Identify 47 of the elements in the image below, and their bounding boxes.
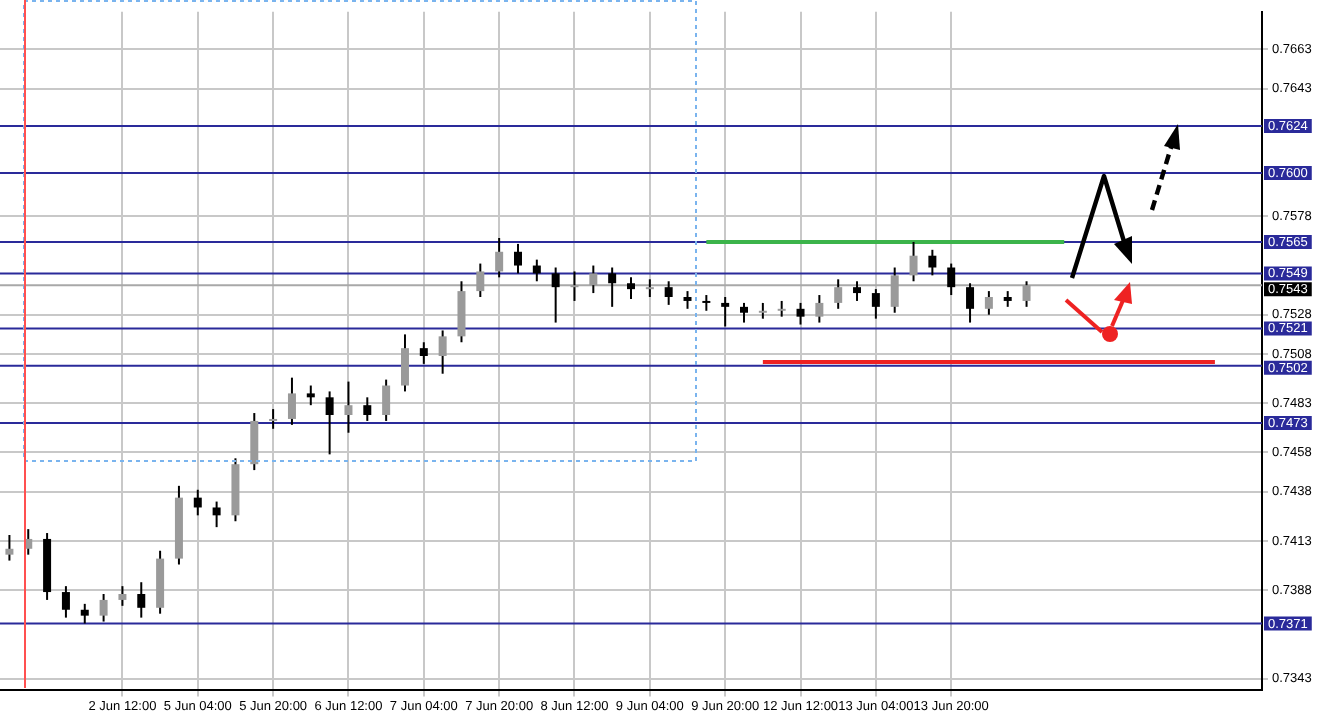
candlestick [702, 294, 711, 312]
candlestick [966, 282, 975, 324]
candlestick [363, 396, 372, 422]
candlestick [287, 376, 296, 426]
candlestick [890, 266, 899, 314]
candlestick [250, 412, 259, 472]
candlestick [721, 296, 730, 328]
candlestick [400, 333, 409, 393]
candlestick [382, 378, 391, 422]
candlestick [664, 280, 673, 306]
candlestick [589, 264, 598, 295]
candlestick [495, 237, 504, 279]
candlestick [853, 280, 862, 302]
candlestick [419, 341, 428, 365]
candlestick [325, 390, 334, 456]
candlestick [476, 262, 485, 299]
candlestick [551, 266, 560, 324]
candlestick [796, 301, 805, 326]
candlestick [1022, 280, 1031, 308]
candlestick [137, 581, 146, 619]
candlestick [608, 266, 617, 308]
candlestick [627, 276, 635, 300]
candlestick [61, 585, 70, 619]
candlestick [118, 585, 127, 607]
candlestick [740, 301, 749, 324]
candlestick [438, 329, 447, 375]
candlestick [99, 593, 108, 623]
candlestick [645, 278, 654, 299]
candlestick [947, 262, 956, 297]
candlestick [984, 290, 993, 316]
candlestick [306, 384, 315, 407]
candlestick [570, 270, 579, 302]
candlestick [909, 240, 918, 283]
candlestick [871, 288, 880, 320]
candlestick [758, 301, 767, 320]
candlestick [513, 242, 522, 275]
candlestick [212, 500, 221, 529]
candlestick [928, 248, 937, 277]
candlestick [344, 380, 353, 434]
candlestick [834, 278, 843, 310]
candlestick [815, 294, 824, 324]
candlestick [269, 408, 278, 430]
candlestick [5, 534, 14, 562]
candlestick [193, 488, 202, 517]
candlestick [777, 299, 786, 318]
candlestick [457, 280, 466, 344]
candlestick [80, 602, 89, 625]
